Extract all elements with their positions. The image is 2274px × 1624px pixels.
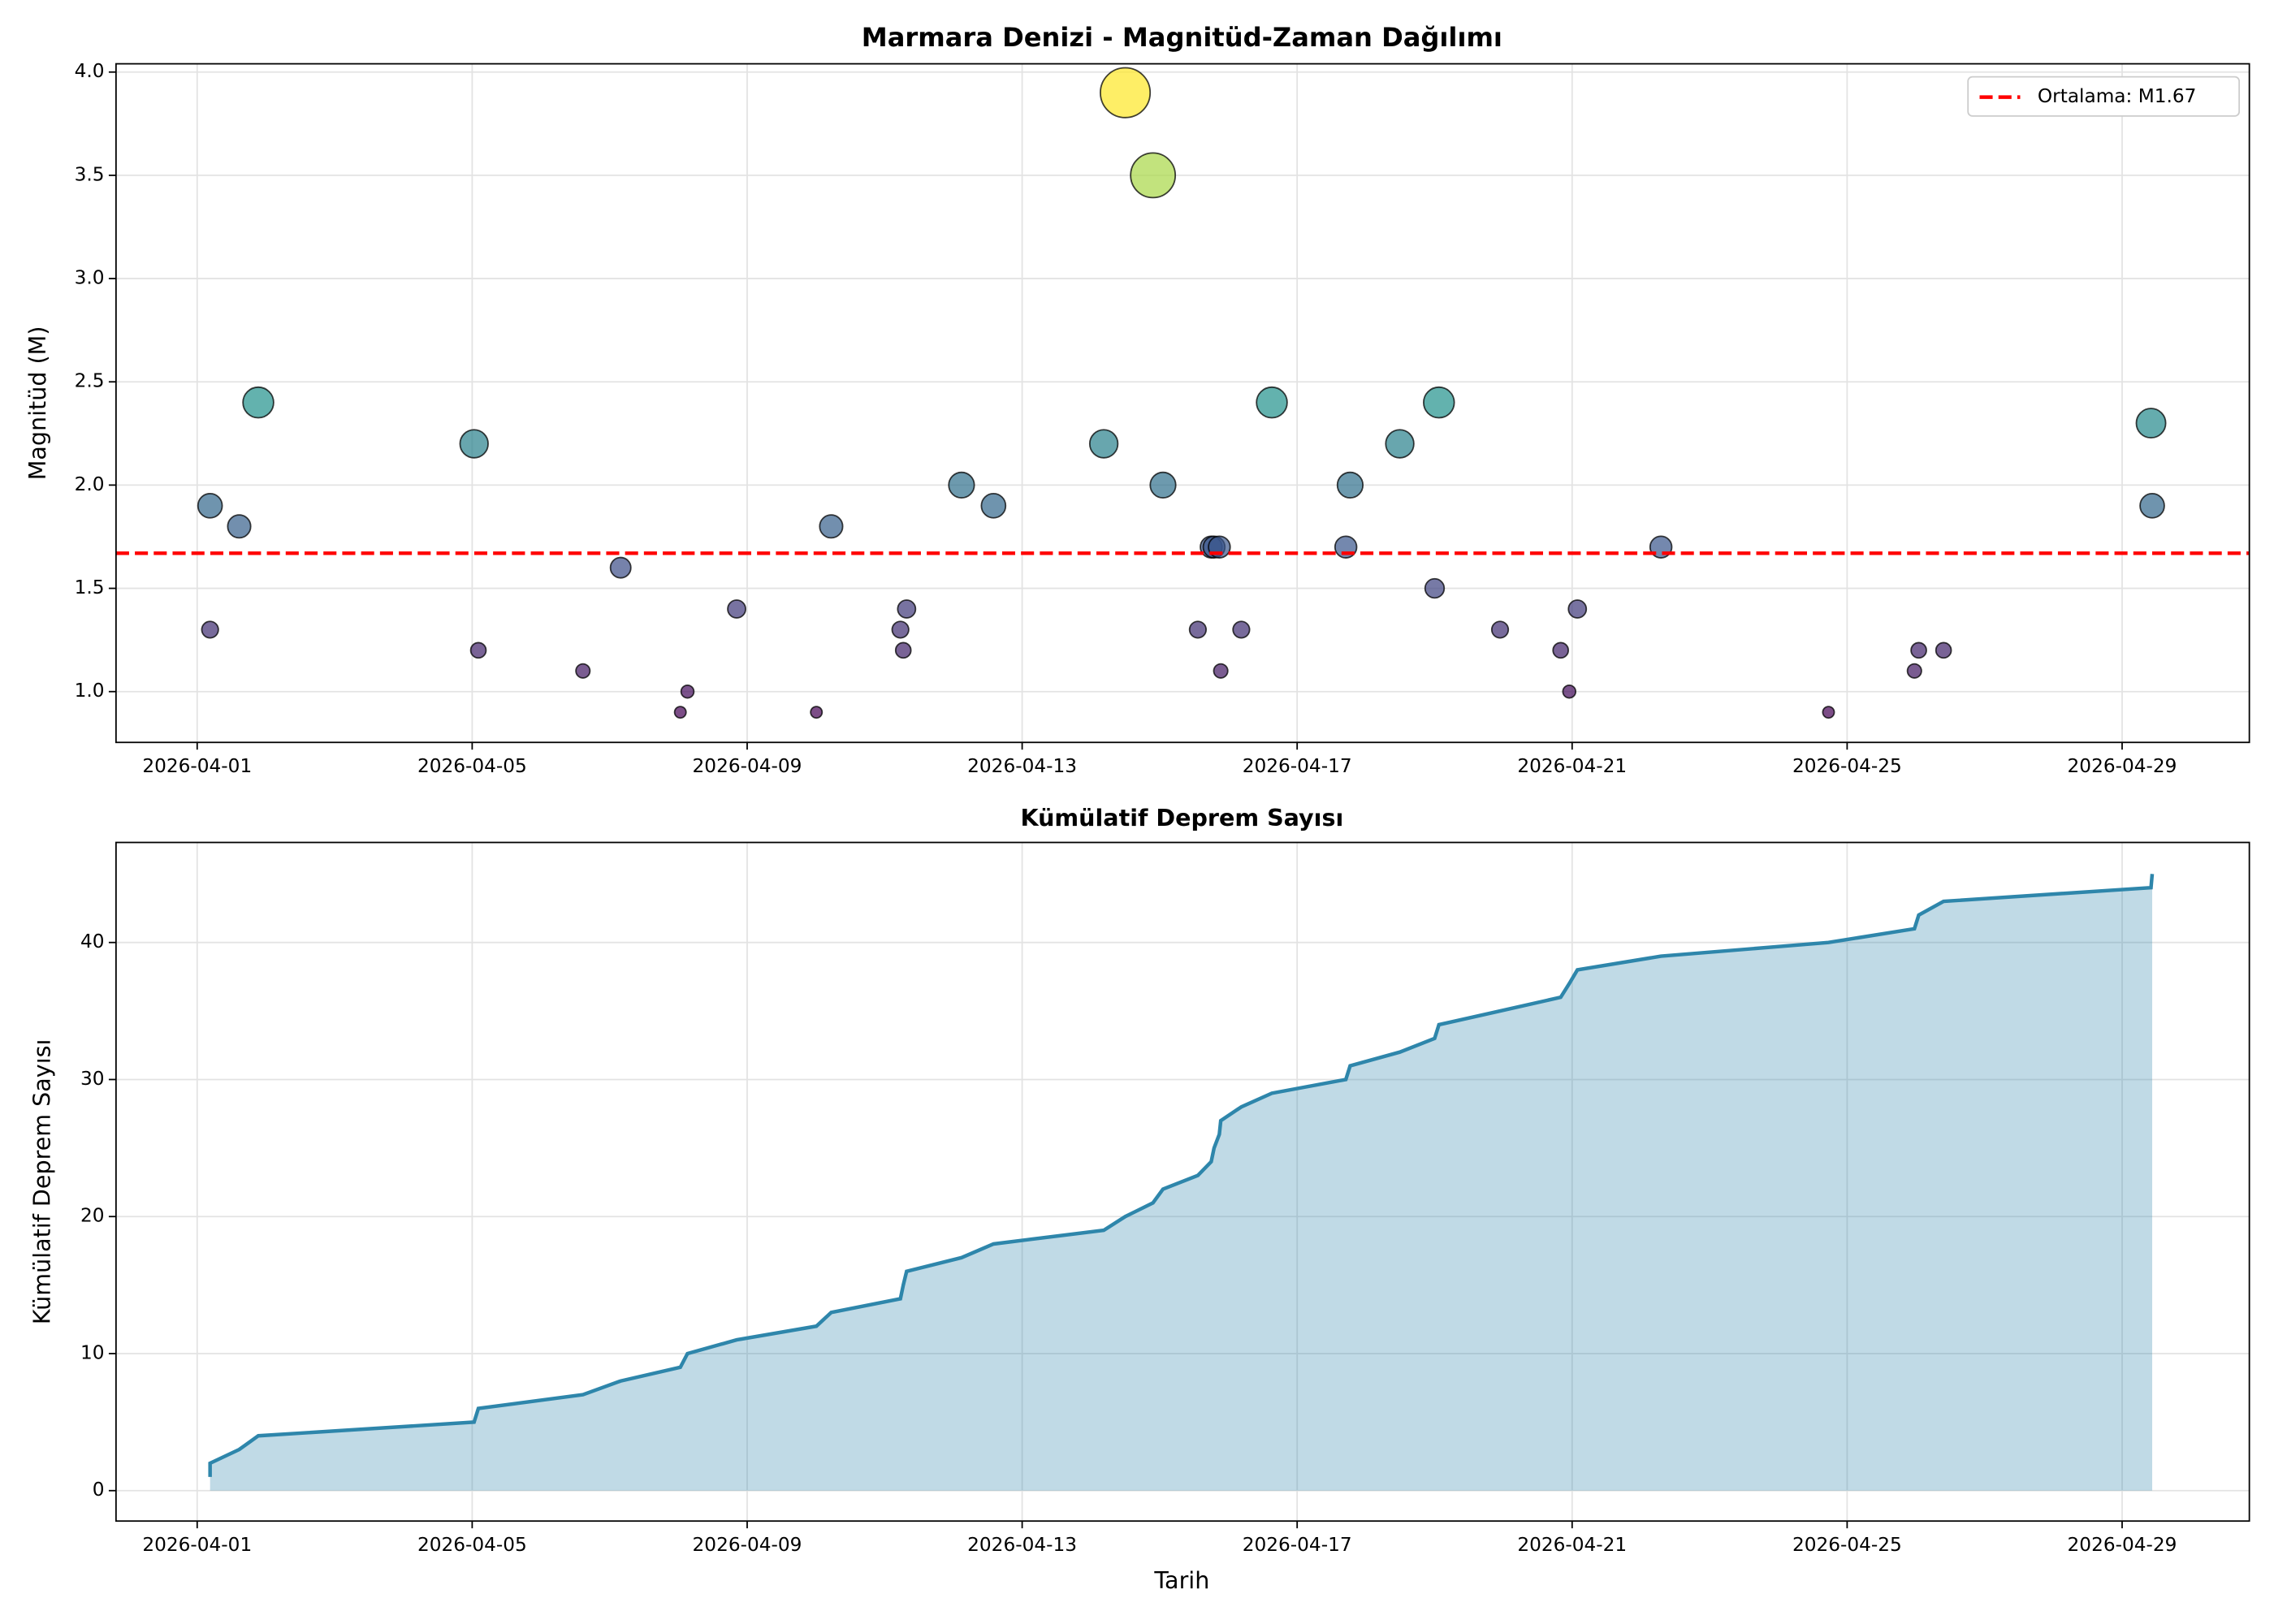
point	[2139, 493, 2165, 519]
x-tick-label: 2026-04-29	[2068, 755, 2177, 777]
line	[208, 874, 2155, 1477]
point	[1822, 706, 1835, 719]
point	[980, 493, 1007, 519]
x-tick-label: 2026-04-05	[417, 1534, 527, 1556]
x-tick-label: 2026-04-21	[1517, 1534, 1627, 1556]
point	[227, 514, 252, 539]
point	[1567, 599, 1588, 619]
y-tick-label: 10	[80, 1341, 105, 1363]
x-tick-label: 2026-04-01	[142, 1534, 252, 1556]
x-tick-label: 2026-04-05	[417, 755, 527, 777]
y-tick-label: 1.0	[75, 680, 105, 702]
point	[1256, 386, 1288, 419]
plot-frame	[115, 841, 2250, 1522]
y-tick-label: 3.5	[75, 163, 105, 185]
point	[609, 556, 632, 579]
point	[1552, 641, 1569, 659]
x-tick-label: 2026-04-25	[1792, 1534, 1902, 1556]
point	[1088, 429, 1119, 459]
point	[1935, 641, 1952, 659]
x-tick-label: 2026-04-17	[1243, 755, 1352, 777]
point	[680, 684, 695, 699]
x-tick-label: 2026-04-13	[967, 1534, 1077, 1556]
point	[197, 493, 223, 519]
point	[891, 620, 910, 639]
x-tick-label: 2026-04-09	[693, 1534, 802, 1556]
point	[1100, 67, 1152, 119]
y-tick-label: 0	[93, 1479, 105, 1501]
y-tick-label: 2.5	[75, 370, 105, 392]
x-tick-label: 2026-04-09	[693, 755, 802, 777]
point	[1336, 471, 1364, 499]
x-tick-label: 2026-04-25	[1792, 755, 1902, 777]
legend: Ortalama: M1.67	[1967, 76, 2241, 117]
y-axis-label: Magnitüd (M)	[24, 326, 51, 481]
point	[1130, 152, 1177, 199]
point	[1906, 663, 1922, 679]
x-tick-label: 2026-04-01	[142, 755, 252, 777]
point	[810, 706, 824, 719]
point	[1188, 620, 1208, 639]
chart-title: Marmara Denizi - Magnitüd-Zaman Dağılımı	[862, 22, 1502, 53]
y-tick-label: 2.0	[75, 473, 105, 495]
legend-label: Ortalama: M1.67	[2038, 85, 2196, 107]
point	[201, 620, 219, 639]
point	[242, 386, 275, 419]
point	[1490, 620, 1510, 639]
y-tick-label: 3.0	[75, 267, 105, 289]
point	[673, 706, 687, 719]
y-axis-label: Kümülatif Deprem Sayısı	[28, 1039, 56, 1325]
y-tick-label: 30	[80, 1068, 105, 1090]
x-tick-label: 2026-04-21	[1517, 755, 1627, 777]
point	[469, 641, 487, 659]
point	[1149, 471, 1177, 499]
point	[1385, 429, 1415, 459]
x-tick-label: 2026-04-13	[967, 755, 1077, 777]
legend-box	[1967, 76, 2241, 117]
point	[1423, 386, 1455, 419]
point	[948, 471, 975, 499]
point	[819, 514, 844, 539]
x-tick-label: 2026-04-17	[1243, 1534, 1352, 1556]
y-tick-label: 4.0	[75, 60, 105, 82]
point	[2135, 408, 2167, 439]
point	[459, 429, 489, 459]
x-axis-label: Tarih	[1153, 1566, 1209, 1594]
point	[1232, 620, 1251, 639]
point	[1424, 577, 1446, 599]
point	[897, 599, 917, 619]
point	[894, 641, 912, 659]
y-tick-label: 20	[80, 1205, 105, 1227]
point	[575, 663, 591, 679]
point	[1562, 684, 1577, 699]
x-tick-label: 2026-04-29	[2068, 1534, 2177, 1556]
point	[727, 599, 746, 619]
point	[1213, 663, 1229, 679]
y-tick-label: 40	[80, 931, 105, 952]
y-tick-label: 1.5	[75, 577, 105, 598]
chart-title: Kümülatif Deprem Sayısı	[1020, 804, 1343, 831]
plot-frame	[115, 63, 2250, 744]
point	[1910, 641, 1927, 659]
